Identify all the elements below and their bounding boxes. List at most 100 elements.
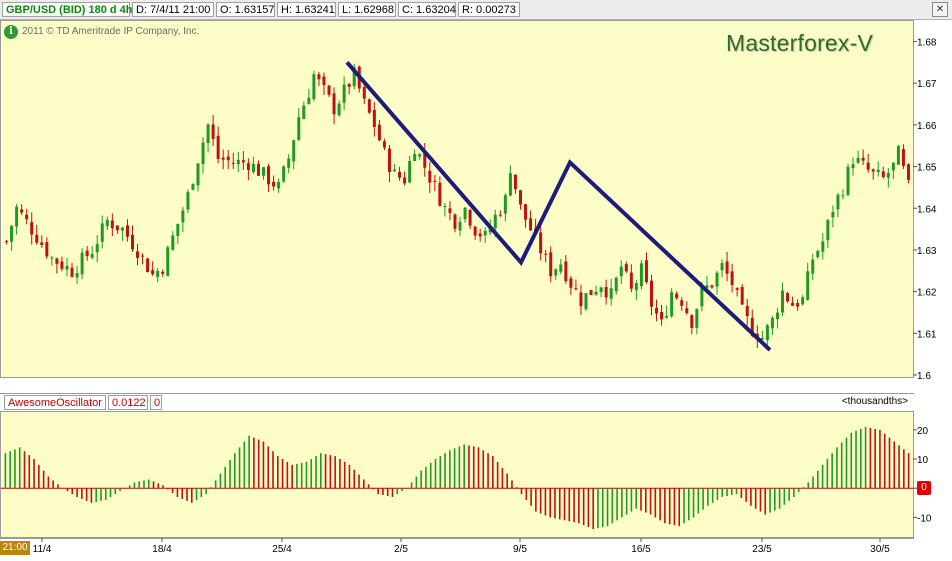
candle-body (125, 225, 129, 237)
candle-body (791, 302, 795, 306)
candle-body (473, 226, 477, 236)
oscillator-name[interactable]: AwesomeOscillator (4, 395, 106, 410)
candle-body (901, 149, 905, 166)
candle-body (695, 309, 699, 328)
low-readout: L: 1.62968 (338, 2, 396, 17)
date-tick-label: 2/5 (394, 544, 408, 555)
oscillator-value: 0.0122 (108, 395, 148, 410)
candle-body (75, 273, 79, 278)
candle-body (352, 67, 356, 87)
candle-body (720, 263, 724, 271)
candle-body (231, 162, 235, 164)
close-icon[interactable]: ✕ (932, 2, 948, 17)
watermark: Masterforex-V (726, 30, 874, 56)
candle-body (503, 195, 507, 214)
candle-body (403, 177, 407, 184)
time-badge: 21:00 (0, 541, 30, 555)
candle-body (544, 253, 548, 255)
candle-body (70, 267, 74, 277)
candle-body (60, 261, 64, 269)
candle-body (760, 337, 764, 340)
candle-body (816, 251, 820, 257)
candle-body (35, 234, 39, 243)
candle-body (40, 242, 44, 246)
candle-body (136, 251, 140, 258)
candle-body (589, 290, 593, 296)
candle-body (518, 190, 522, 205)
candle-body (619, 266, 623, 277)
candle-body (690, 315, 694, 328)
date-tick-label: 16/5 (631, 544, 651, 555)
candle-body (599, 287, 603, 293)
candle-body (498, 214, 502, 216)
pattern-line (345, 61, 772, 352)
candle-body (191, 184, 195, 190)
candle-body (130, 234, 134, 250)
candle-body (524, 204, 528, 220)
open-readout: O: 1.63157 (216, 2, 275, 17)
candle-body (382, 141, 386, 148)
price-tick-label: 1.61 (917, 329, 937, 340)
candle-body (463, 207, 467, 220)
candle-body (115, 225, 119, 231)
zero-line-badge: 0 (917, 481, 931, 495)
header-bar: GBP/USD (BID) 180 d 4h D: 7/4/11 21:00 O… (0, 0, 952, 20)
candle-body (675, 293, 679, 299)
candle-body (413, 154, 417, 162)
candle-body (458, 221, 462, 231)
date-tick-label: 25/4 (272, 544, 292, 555)
candle-body (670, 292, 674, 317)
date-readout: D: 7/4/11 21:00 (132, 2, 214, 17)
candle-body (85, 250, 89, 257)
candle-body (836, 194, 840, 210)
candle-body (655, 307, 659, 314)
candle-body (216, 135, 220, 159)
candle-body (30, 222, 34, 235)
candle-body (65, 265, 69, 270)
candle-body (796, 303, 800, 307)
date-tick-label: 23/5 (752, 544, 772, 555)
candle-body (221, 157, 225, 160)
candle-body (120, 227, 124, 231)
candle-body (408, 160, 412, 183)
candle-body (685, 308, 689, 314)
candle-body (302, 105, 306, 120)
candle-body (569, 278, 573, 288)
candle-body (609, 288, 613, 299)
candle-body (770, 317, 774, 329)
candle-body (539, 232, 543, 254)
candle-body (55, 258, 59, 264)
candle-body (644, 260, 648, 282)
candle-body (5, 241, 9, 243)
date-tick-label: 18/4 (152, 544, 172, 555)
candle-body (398, 171, 402, 178)
candle-body (186, 192, 190, 210)
oscillator-panel (0, 412, 914, 538)
candle-body (896, 146, 900, 165)
symbol-label[interactable]: GBP/USD (BID) 180 d 4h (2, 2, 133, 17)
price-tick-label: 1.64 (917, 204, 937, 215)
candle-body (841, 195, 845, 197)
candle-body (20, 209, 24, 213)
candle-body (745, 305, 749, 317)
price-tick-label: 1.6 (917, 371, 931, 382)
candle-body (811, 259, 815, 274)
candle-body (554, 269, 558, 276)
info-icon[interactable]: i (4, 25, 18, 39)
candle-body (881, 171, 885, 178)
candle-body (624, 264, 628, 272)
candle-body (317, 74, 321, 80)
candle-body (821, 241, 825, 252)
candle-body (15, 206, 19, 227)
range-readout: R: 0.00273 (458, 2, 520, 17)
candle-body (735, 288, 739, 290)
candle-body (781, 290, 785, 313)
candle-body (806, 271, 810, 300)
candle-body (307, 97, 311, 105)
candle-body (559, 264, 563, 272)
candle-body (428, 170, 432, 183)
candle-body (801, 297, 805, 305)
candle-body (287, 158, 291, 168)
candle-body (508, 173, 512, 196)
